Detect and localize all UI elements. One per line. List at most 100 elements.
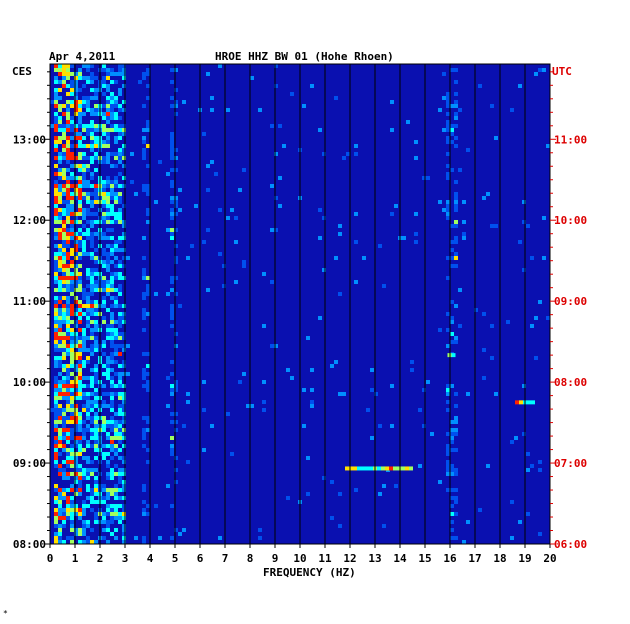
- heatmap-cell: [74, 508, 78, 512]
- heatmap-cell: [102, 212, 106, 216]
- heatmap-cell: [78, 468, 82, 472]
- heatmap-cell: [450, 240, 454, 244]
- heatmap-cell: [118, 512, 122, 516]
- heatmap-cell: [94, 440, 98, 444]
- heatmap-cell: [86, 276, 90, 280]
- heatmap-cell: [62, 540, 66, 544]
- heatmap-cell: [446, 104, 450, 108]
- heatmap-cell: [90, 204, 94, 208]
- heatmap-cell: [94, 328, 98, 332]
- heatmap-cell: [70, 92, 74, 96]
- heatmap-cell: [142, 296, 146, 300]
- heatmap-cell: [454, 144, 458, 148]
- heatmap-cell: [86, 300, 90, 304]
- heatmap-cell: [122, 64, 126, 68]
- heatmap-cell: [54, 220, 58, 224]
- heatmap-cell: [90, 420, 94, 424]
- heatmap-cell: [86, 292, 90, 296]
- heatmap-cell: [82, 456, 86, 460]
- heatmap-cell: [122, 176, 126, 180]
- heatmap-cell: [110, 456, 114, 460]
- heatmap-cell: [110, 504, 114, 508]
- heatmap-cell: [82, 168, 86, 172]
- heatmap-cell: [430, 432, 434, 436]
- heatmap-cell: [70, 72, 74, 76]
- heatmap-cell: [54, 104, 58, 108]
- heatmap-cell: [306, 456, 310, 460]
- heatmap-cell: [70, 156, 74, 160]
- heatmap-cell: [66, 516, 70, 520]
- heatmap-cell: [54, 112, 58, 116]
- heatmap-cell: [62, 124, 66, 128]
- heatmap-cell: [54, 348, 58, 352]
- heatmap-cell: [82, 304, 86, 308]
- heatmap-cell: [62, 228, 66, 232]
- heatmap-cell: [82, 216, 86, 220]
- heatmap-cell: [114, 116, 118, 120]
- heatmap-cell: [122, 132, 126, 136]
- heatmap-cell: [110, 296, 114, 300]
- heatmap-cell: [170, 208, 174, 212]
- heatmap-cell: [142, 72, 146, 76]
- heatmap-cell: [334, 96, 338, 100]
- heatmap-cell: [86, 312, 90, 316]
- heatmap-cell: [518, 520, 522, 524]
- heatmap-cell: [118, 184, 122, 188]
- heatmap-cell: [106, 116, 110, 120]
- heatmap-cell: [118, 200, 122, 204]
- heatmap-cell: [94, 144, 98, 148]
- heatmap-cell: [170, 392, 174, 396]
- heatmap-cell: [114, 508, 118, 512]
- heatmap-cell: [54, 332, 58, 336]
- heatmap-cell: [66, 380, 70, 384]
- heatmap-cell: [206, 72, 210, 76]
- heatmap-cell: [114, 164, 118, 168]
- heatmap-cell: [54, 500, 58, 504]
- heatmap-cell: [278, 176, 282, 180]
- heatmap-cell: [110, 196, 114, 200]
- heatmap-cell: [70, 396, 74, 400]
- heatmap-cell: [170, 168, 174, 172]
- heatmap-cell: [122, 332, 126, 336]
- heatmap-cell: [310, 404, 314, 408]
- heatmap-cell: [146, 352, 150, 356]
- heatmap-cell: [62, 348, 66, 352]
- heatmap-cell: [78, 200, 82, 204]
- heatmap-cell: [66, 400, 70, 404]
- heatmap-cell: [174, 112, 178, 116]
- heatmap-cell: [286, 368, 290, 372]
- heatmap-cell: [110, 380, 114, 384]
- x-tick-label: 15: [418, 552, 431, 565]
- heatmap-cell: [458, 288, 462, 292]
- heatmap-cell: [114, 436, 118, 440]
- heatmap-cell: [86, 348, 90, 352]
- heatmap-cell: [78, 112, 82, 116]
- heatmap-cell: [58, 344, 62, 348]
- heatmap-cell: [102, 80, 106, 84]
- heatmap-cell: [146, 208, 150, 212]
- heatmap-cell: [174, 384, 178, 388]
- heatmap-cell: [94, 344, 98, 348]
- heatmap-cell: [450, 440, 454, 444]
- heatmap-cell: [54, 524, 58, 528]
- x-tick-label: 12: [343, 552, 356, 565]
- heatmap-cell: [122, 204, 126, 208]
- heatmap-cell: [446, 172, 450, 176]
- heatmap-cell: [78, 88, 82, 92]
- heatmap-cell: [66, 184, 70, 188]
- heatmap-cell: [274, 84, 278, 88]
- heatmap-cell: [70, 336, 74, 340]
- heatmap-cell: [354, 240, 358, 244]
- heatmap-cell: [78, 356, 82, 360]
- heatmap-cell: [114, 212, 118, 216]
- heatmap-cell: [54, 536, 58, 540]
- heatmap-cell: [66, 180, 70, 184]
- heatmap-cell: [106, 424, 110, 428]
- heatmap-cell: [122, 312, 126, 316]
- heatmap-cell: [202, 240, 206, 244]
- heatmap-cell: [518, 84, 522, 88]
- heatmap-cell: [82, 340, 86, 344]
- heatmap-cell: [86, 336, 90, 340]
- heatmap-cell: [70, 164, 74, 168]
- heatmap-cell: [86, 76, 90, 80]
